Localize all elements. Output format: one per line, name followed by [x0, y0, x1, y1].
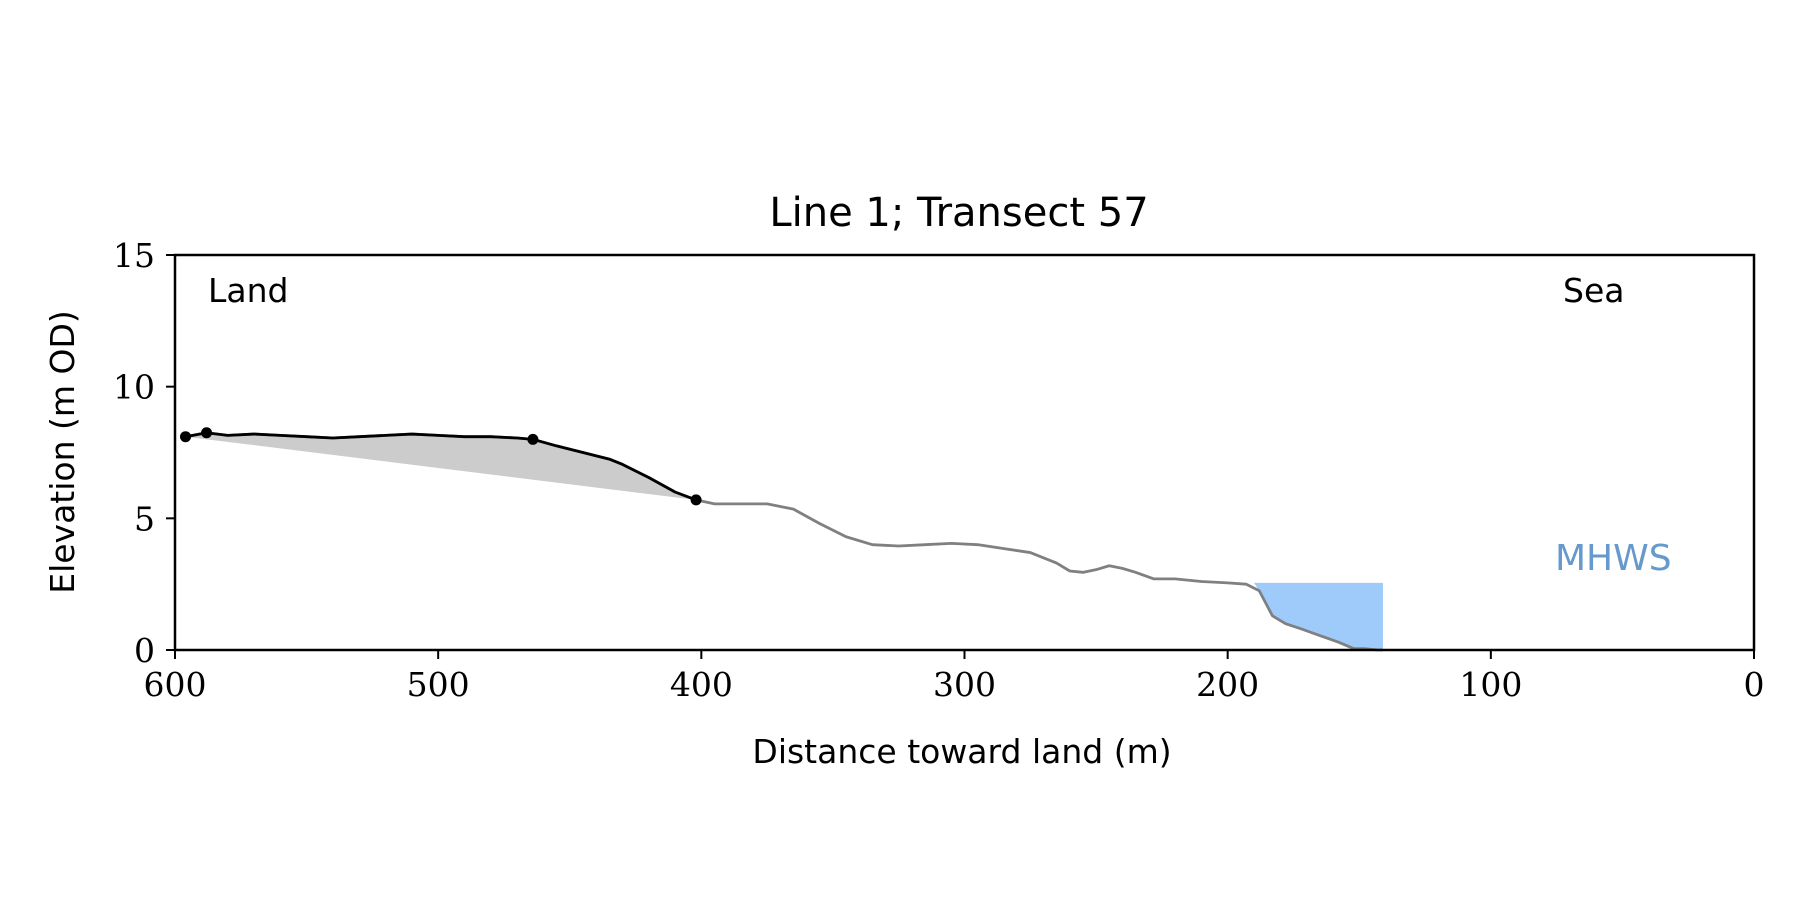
chart-title: Line 1; Transect 57 — [769, 190, 1148, 236]
y-tick-label: 5 — [134, 499, 155, 538]
mhws-annotation: MHWS — [1555, 538, 1672, 579]
x-tick-label: 200 — [1196, 665, 1259, 704]
profile-marker — [180, 431, 192, 443]
x-tick-label: 300 — [933, 665, 996, 704]
y-axis-label: Elevation (m OD) — [43, 310, 82, 594]
x-tick-label: 0 — [1744, 665, 1765, 704]
x-tick-label: 500 — [407, 665, 470, 704]
profile-line — [185, 431, 1383, 652]
x-axis: 600 500 400 300 200 100 0 — [144, 650, 1765, 704]
cliff-wedge-fill — [185, 432, 697, 500]
profile-marker — [690, 494, 702, 506]
y-tick-label: 10 — [113, 368, 155, 407]
cliff-profile-line — [185, 431, 697, 502]
mhws-water-fill — [1253, 582, 1383, 650]
x-axis-label: Distance toward land (m) — [752, 732, 1171, 771]
land-annotation: Land — [208, 271, 288, 310]
profile-marker — [527, 433, 539, 445]
plot-area — [180, 427, 1383, 652]
x-tick-label: 100 — [1459, 665, 1522, 704]
x-tick-label: 600 — [144, 665, 207, 704]
sea-annotation: Sea — [1563, 271, 1624, 310]
x-tick-label: 400 — [670, 665, 733, 704]
y-axis: 0 5 10 15 — [113, 236, 175, 670]
y-tick-label: 0 — [134, 631, 155, 670]
y-tick-label: 15 — [113, 236, 155, 275]
profile-marker — [201, 427, 213, 439]
